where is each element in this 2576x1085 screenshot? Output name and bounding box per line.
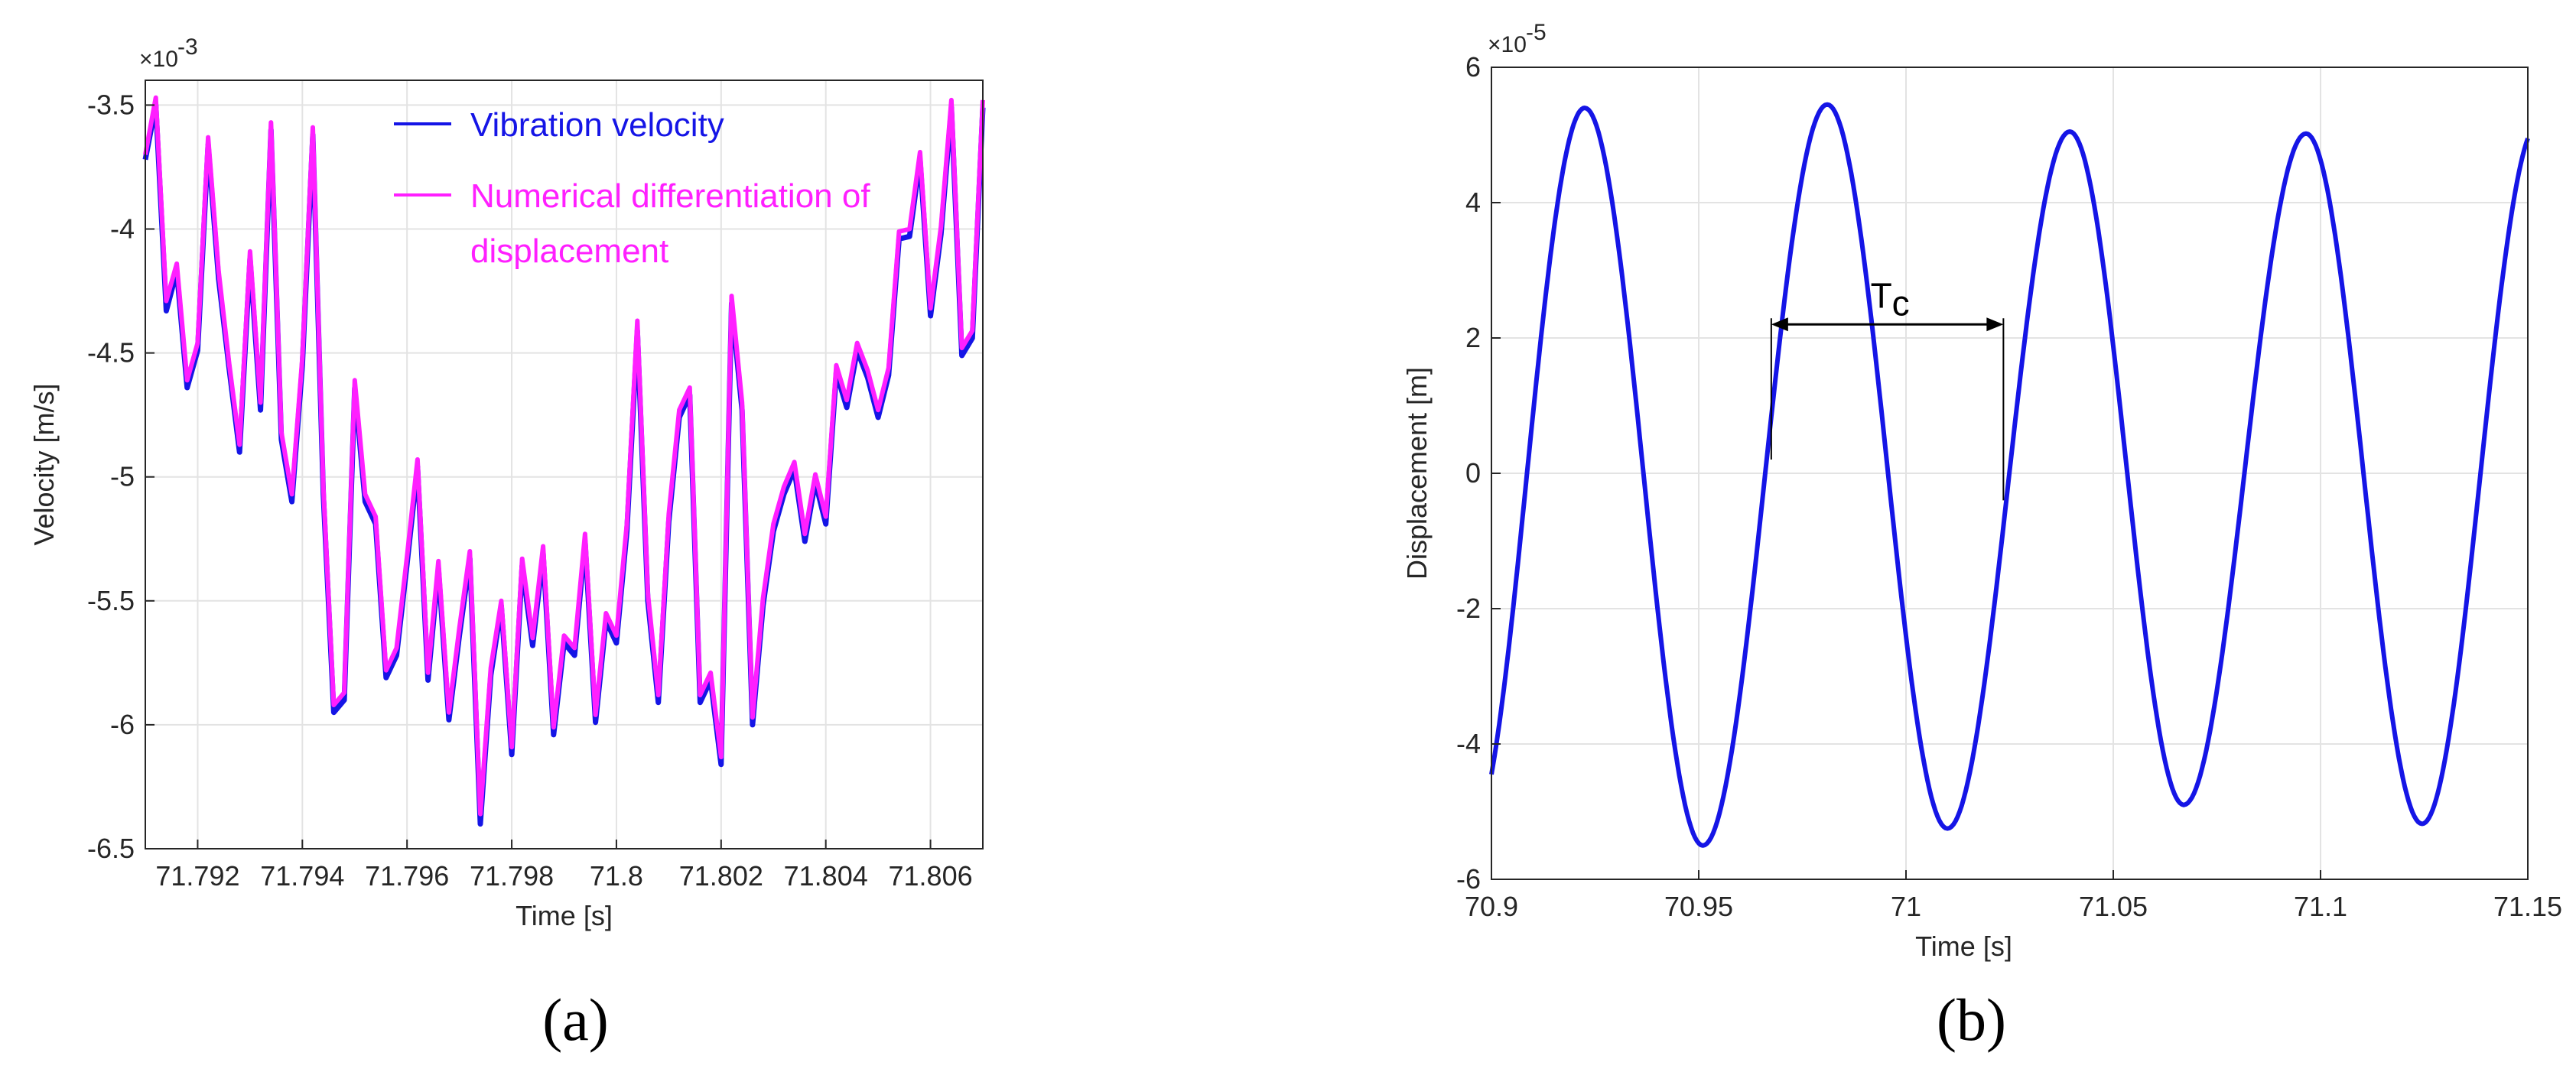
arrowhead-left — [1771, 317, 1788, 332]
chart-b-y-tick-label: -6 — [1456, 863, 1481, 895]
chart-b-grid — [1491, 67, 2529, 880]
legend-label-numerical-differentiation-cont: displacement — [470, 232, 668, 270]
chart-a-x-tick-label: 71.8 — [590, 860, 643, 892]
chart-a-ticks: 71.792 71.794 71.796 71.798 71.8 71.802 71.804… — [87, 89, 973, 892]
chart-a-y-tick-label: -6 — [110, 709, 135, 740]
chart-a-y-tick-label: -5 — [110, 461, 135, 492]
chart-a-legend: Vibration velocity Numerical differentia… — [394, 106, 870, 270]
chart-b-period-annotation: T c — [1770, 275, 2005, 501]
chart-a-grid — [145, 80, 983, 849]
chart-b-y-tick-label: -4 — [1456, 728, 1481, 759]
period-label-subscript: c — [1892, 283, 1910, 323]
chart-b-y-tick-label: 4 — [1465, 187, 1481, 218]
legend-label-vibration-velocity: Vibration velocity — [470, 106, 724, 144]
chart-a-lines — [142, 95, 986, 827]
chart-b-x-tick-label: 71 — [1891, 891, 1921, 922]
chart-a-y-tick-label: -5.5 — [87, 585, 135, 616]
arrowhead-right — [1986, 317, 2004, 332]
chart-b-y-tick-label: -2 — [1456, 593, 1481, 624]
chart-b-x-tick-label: 71.15 — [2493, 891, 2562, 922]
chart-a-x-axis-label: Time [s] — [516, 900, 613, 931]
series-line-displacement — [1489, 102, 2530, 848]
chart-b-x-axis-label: Time [s] — [1915, 931, 2012, 962]
chart-a-x-tick-label: 71.796 — [365, 860, 449, 892]
chart-a-y-multiplier: ×10 — [139, 47, 178, 72]
legend-label-numerical-differentiation: Numerical differentiation of — [470, 177, 870, 215]
chart-a-y-axis-label: Velocity [m/s] — [28, 383, 60, 545]
chart-b-x-tick-label: 70.9 — [1465, 891, 1518, 922]
chart-a-x-tick-label: 71.798 — [470, 860, 554, 892]
chart-a-y-exponent: -3 — [177, 34, 198, 60]
panel-label-b: (b) — [1937, 986, 2006, 1053]
chart-a-x-tick-label: 71.794 — [260, 860, 344, 892]
chart-b-y-tick-label: 6 — [1465, 51, 1481, 83]
chart-b-x-tick-label: 71.1 — [2294, 891, 2347, 922]
chart-a-x-tick-label: 71.802 — [679, 860, 763, 892]
chart-b-x-tick-label: 71.05 — [2079, 891, 2148, 922]
panel-label-a: (a) — [542, 986, 609, 1053]
chart-b-y-axis-label: Displacement [m] — [1401, 367, 1433, 580]
period-label: T — [1871, 275, 1892, 315]
chart-a-x-tick-label: 71.806 — [889, 860, 973, 892]
chart-a-y-tick-label: -4.5 — [87, 337, 135, 369]
chart-b-ticks: 70.9 70.95 71 71.05 71.1 71.15 6 4 2 0 -2 -4 -6 — [1456, 51, 2562, 922]
chart-a-x-tick-label: 71.804 — [784, 860, 868, 892]
chart-a-y-tick-label: -4 — [110, 213, 135, 245]
chart-a-y-tick-label: -6.5 — [87, 833, 135, 864]
chart-b-y-exponent: -5 — [1526, 20, 1547, 45]
series-line-numerical-differentiation — [143, 95, 985, 817]
chart-b-y-multiplier: ×10 — [1488, 32, 1527, 57]
chart-b-y-tick-label: 0 — [1465, 457, 1481, 489]
chart-a-plot-frame — [145, 80, 984, 849]
chart-a: 71.792 71.794 71.796 71.798 71.8 71.802 71.804… — [28, 34, 986, 1053]
chart-a-x-tick-label: 71.792 — [155, 860, 239, 892]
chart-b-lines — [1489, 102, 2530, 848]
chart-b-x-tick-label: 70.95 — [1664, 891, 1733, 922]
chart-b-y-tick-label: 2 — [1465, 322, 1481, 353]
chart-a-y-tick-label: -3.5 — [87, 89, 135, 120]
